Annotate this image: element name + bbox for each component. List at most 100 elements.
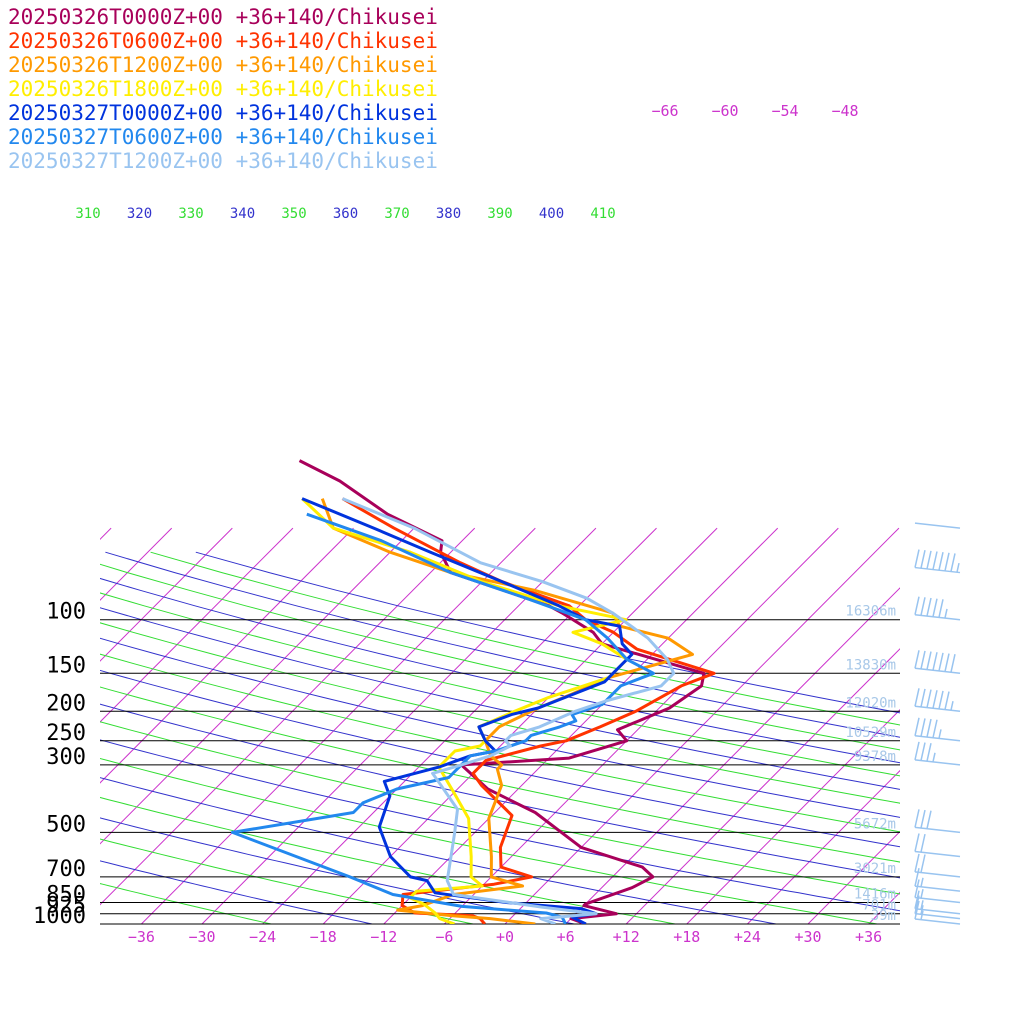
theta-label: 370: [384, 206, 409, 222]
wind-barb-icon: [914, 741, 961, 766]
isotherm-line: [0, 528, 51, 924]
height-label: 10529m: [845, 725, 896, 741]
theta-label: 330: [178, 206, 203, 222]
pressure-label: 300: [46, 745, 86, 770]
wind-barb-icon: [914, 879, 961, 904]
x-tick-label: −30: [188, 928, 215, 946]
dry-adiabat-line: [100, 637, 900, 818]
pressure-label: 200: [46, 691, 86, 716]
isotherm-line: [100, 527, 354, 784]
isotherm-line: [565, 587, 900, 924]
isotherm-line: [262, 527, 657, 924]
pressure-label: 500: [46, 812, 86, 837]
pressure-label: 250: [46, 721, 86, 746]
isotherm-line: [100, 527, 233, 662]
series-line: [231, 512, 655, 924]
theta-label: 340: [230, 206, 255, 222]
height-label: 701m: [862, 898, 896, 914]
dry-adiabat-line: [100, 653, 900, 833]
x-tick-label: −24: [249, 928, 276, 946]
x-tick-label: −12: [370, 928, 397, 946]
legend-entry: 20250327T0600Z+00 +36+140/Chikusei: [8, 125, 438, 149]
wind-barb-icon: [914, 890, 961, 915]
series-line: [301, 497, 629, 924]
wind-barb-icon: [914, 596, 961, 621]
x-tick-label: +24: [734, 928, 761, 946]
series-line: [341, 497, 676, 924]
dry-adiabat-line: [100, 860, 373, 924]
isotherm-line: [747, 769, 900, 924]
pressure-label: 700: [46, 857, 86, 882]
wind-barb-icon: [914, 853, 961, 878]
height-label: 3021m: [854, 861, 896, 877]
legend-entry: 20250326T1200Z+00 +36+140/Chikusei: [8, 53, 438, 77]
height-label: 13830m: [845, 657, 896, 673]
height-label: 12020m: [845, 695, 896, 711]
legend-entry: 20250326T0000Z+00 +36+140/Chikusei: [8, 5, 438, 29]
dry-adiabat-line: [100, 777, 777, 924]
dry-adiabat-line: [100, 757, 878, 924]
pressure-label: 100: [46, 600, 86, 625]
isotherm-line: [990, 528, 1024, 924]
legend-entry: 20250327T1200Z+00 +36+140/Chikusei: [8, 149, 438, 173]
top-isotherm-label: −54: [771, 102, 798, 120]
dry-adiabat-line: [100, 703, 900, 879]
dry-adiabat-line: [100, 883, 272, 924]
isotherm-line: [807, 830, 900, 924]
wind-barb-icon: [914, 549, 961, 574]
height-label: 9378m: [854, 749, 896, 765]
x-tick-label: −18: [310, 928, 337, 946]
dry-adiabat-line: [100, 817, 575, 924]
theta-label: 310: [75, 206, 100, 222]
theta-label: 380: [436, 206, 461, 222]
x-tick-label: +36: [855, 928, 882, 946]
theta-label: 410: [590, 206, 615, 222]
theta-label: 390: [487, 206, 512, 222]
wind-barb-icon: [914, 868, 961, 892]
series-line: [320, 498, 694, 924]
dry-adiabat-line: [100, 563, 900, 751]
top-isotherm-label: −66: [651, 102, 678, 120]
dry-adiabat-line: [100, 739, 900, 912]
wind-barb-icon: [914, 522, 961, 529]
height-label: 5672m: [854, 816, 896, 832]
pressure-label: 150: [46, 653, 86, 678]
pressure-label: 1000: [33, 904, 86, 929]
height-label: 16306m: [845, 604, 896, 620]
dry-adiabat-line: [100, 592, 900, 777]
dry-adiabat-line: [100, 577, 900, 764]
isotherm-line: [625, 648, 900, 924]
x-tick-label: +0: [496, 928, 514, 946]
wind-barb-icon: [914, 833, 961, 858]
wind-barb-icon: [914, 650, 961, 675]
x-tick-label: +6: [557, 928, 575, 946]
legend-entry: 20250326T1800Z+00 +36+140/Chikusei: [8, 77, 438, 101]
dry-adiabat-line: [100, 838, 474, 924]
dry-adiabat-line: [100, 669, 900, 848]
theta-label: 320: [127, 206, 152, 222]
x-tick-label: −36: [128, 928, 155, 946]
legend-entry: 20250326T0600Z+00 +36+140/Chikusei: [8, 29, 438, 53]
x-tick-label: −6: [435, 928, 453, 946]
isotherm-line: [141, 527, 536, 924]
isotherm-line: [322, 527, 718, 924]
isotherm-line: [929, 528, 1024, 924]
isotherm-line: [100, 527, 476, 906]
pressure-label: 925: [46, 894, 86, 919]
dry-adiabat-line: [100, 607, 900, 790]
pressure-label: 850: [46, 883, 86, 908]
theta-label: 350: [281, 206, 306, 222]
top-isotherm-label: −60: [711, 102, 738, 120]
series-line: [341, 497, 716, 924]
x-tick-label: +12: [613, 928, 640, 946]
wind-barb-icon: [914, 688, 961, 713]
theta-label: 400: [539, 206, 564, 222]
legend-entry: 20250327T0000Z+00 +36+140/Chikusei: [8, 101, 438, 125]
dry-adiabat-line: [100, 686, 900, 863]
isotherm-line: [504, 527, 900, 924]
isotherm-line: [100, 527, 294, 723]
isotherm-line: [100, 527, 415, 845]
height-label: 1416m: [854, 887, 896, 903]
wind-barb-icon: [914, 809, 961, 834]
